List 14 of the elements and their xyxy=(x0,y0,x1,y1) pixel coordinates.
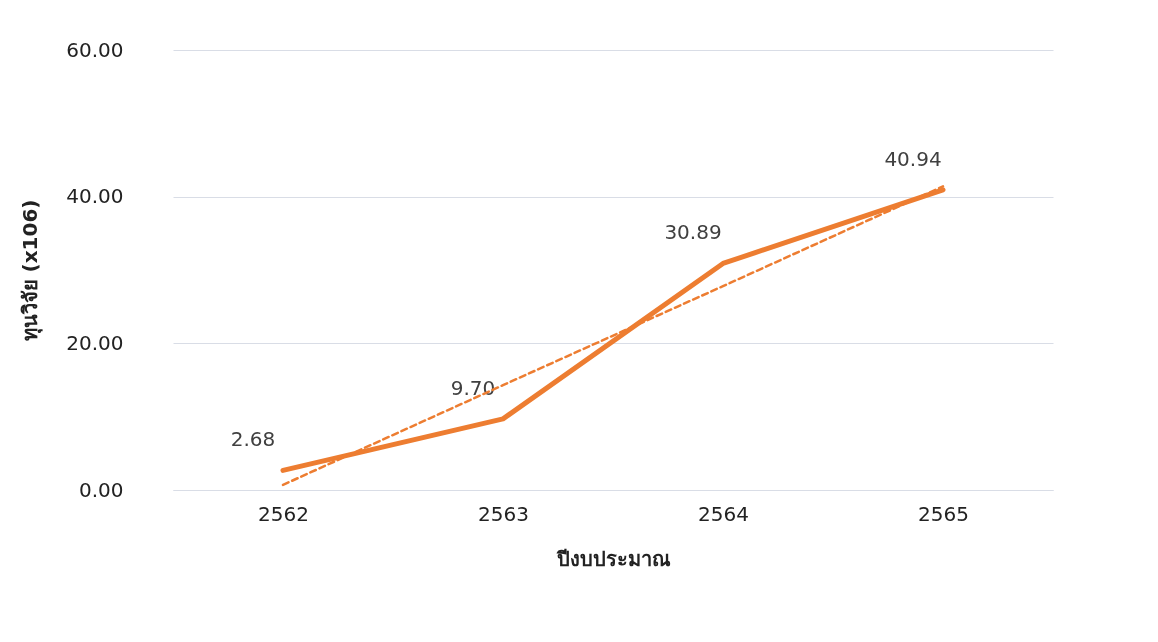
x-tick-label: 2565 xyxy=(918,501,969,526)
y-tick-label: 60.00 xyxy=(66,37,124,62)
x-axis-title: ปีงบประมาณ xyxy=(555,546,671,571)
y-tick-label: 40.00 xyxy=(66,184,124,209)
x-tick-label: 2562 xyxy=(258,501,309,526)
x-tick-label: 2563 xyxy=(478,501,529,526)
y-axis-title: ทุนวิจัย (x106) xyxy=(18,199,44,342)
x-tick-label: 2564 xyxy=(698,501,749,526)
y-tick-label: 0.00 xyxy=(78,477,124,502)
data-label: 40.94 xyxy=(884,146,942,171)
data-label: 9.70 xyxy=(450,375,496,400)
data-label: 2.68 xyxy=(230,427,276,452)
y-tick-label: 20.00 xyxy=(66,330,124,355)
data-label: 30.89 xyxy=(664,220,722,245)
